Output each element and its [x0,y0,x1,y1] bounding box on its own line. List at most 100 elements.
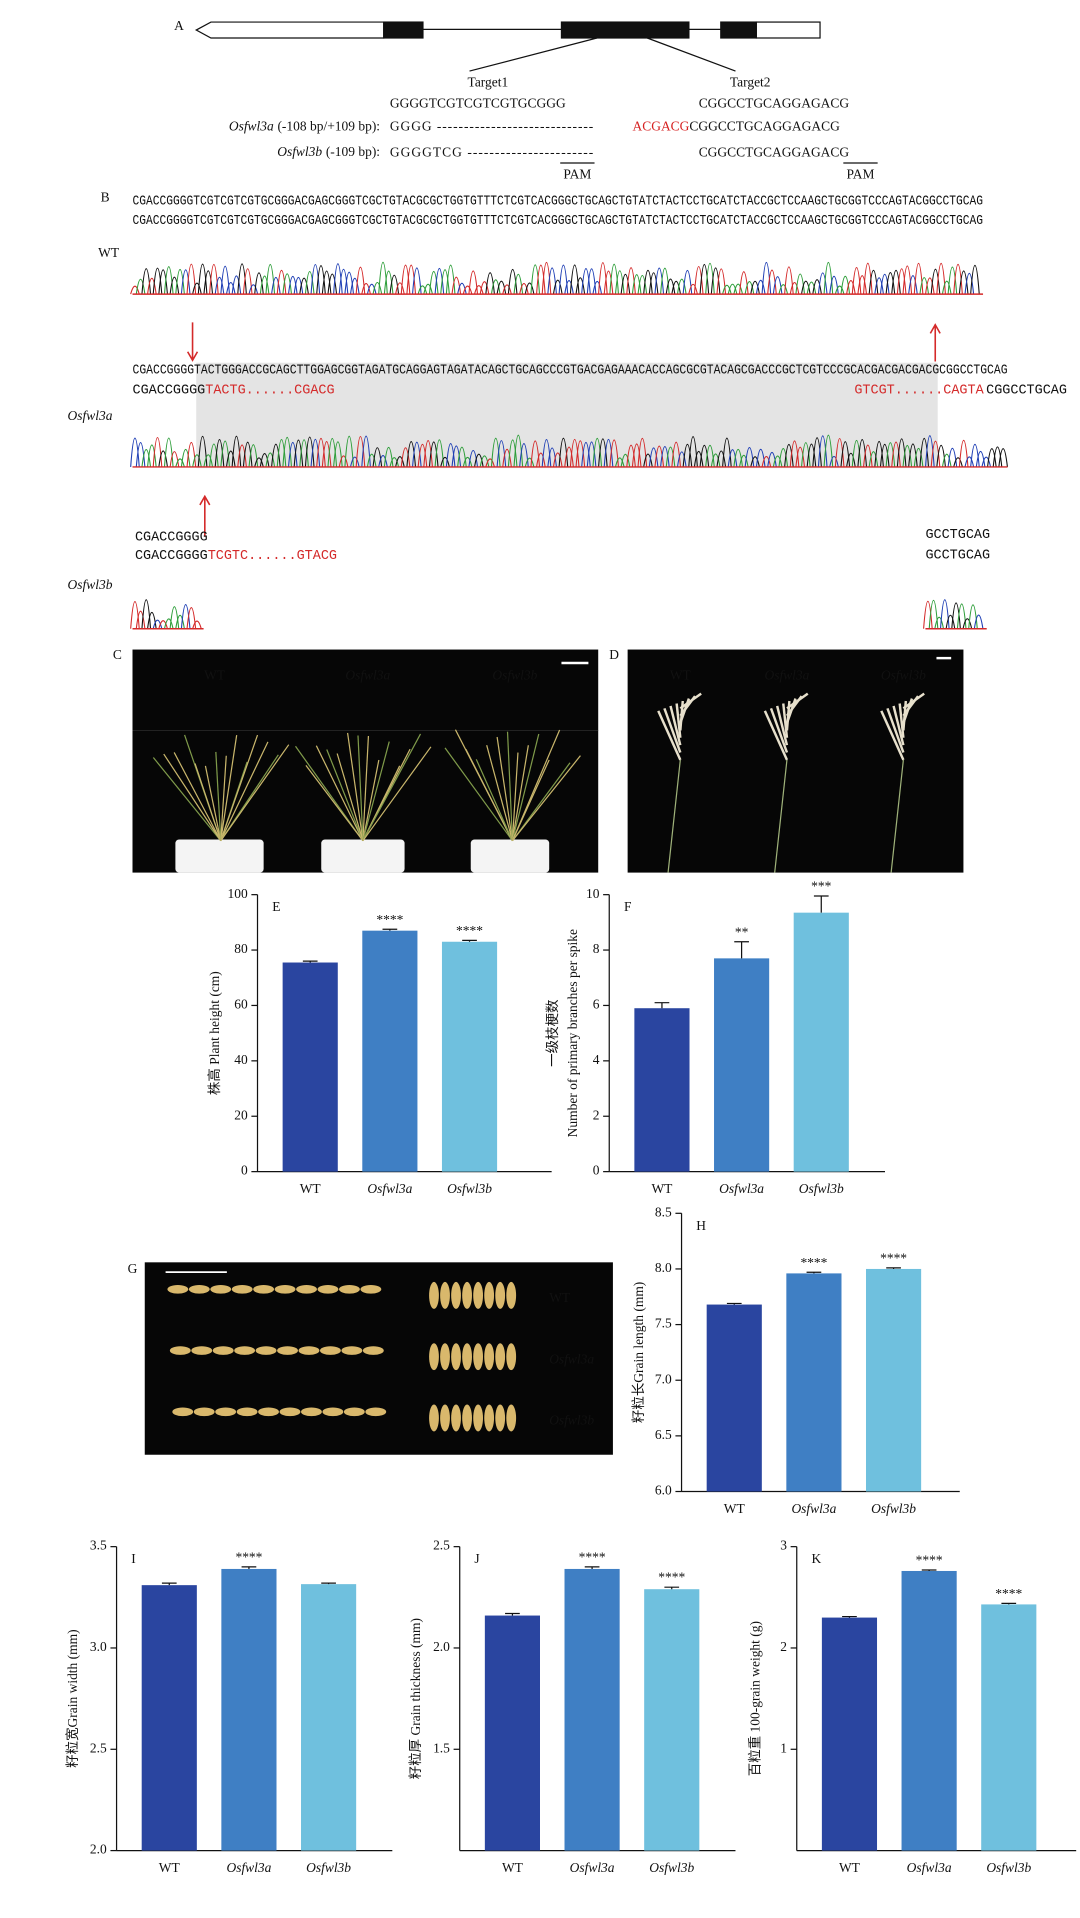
grain [301,1407,322,1417]
trace-peak [141,448,152,468]
label: GGGGTCGTCGTCGTGCGGG [390,95,566,110]
panicle-branch [763,710,789,761]
trace-peak [564,280,574,295]
trace-peak [891,441,901,467]
trace-peak [541,439,552,467]
label-part: CGACCGGGG [135,549,208,564]
error-bar [505,1612,520,1616]
grain [440,1343,450,1371]
trace-peak [682,443,693,467]
trace-peak [908,443,918,467]
chromatogram [130,261,980,295]
grain [215,1407,237,1417]
grain [193,1407,215,1417]
trace-peak [795,446,806,467]
panicle-branch [679,692,702,710]
label-part: Osfwl3a [229,119,274,134]
trace-peak [936,262,946,295]
plant-stem [511,729,561,841]
bar [786,1273,842,1492]
label-part: ACGACG [633,119,690,134]
grain [440,1404,450,1432]
trace-peak [614,457,625,468]
plant-stem [362,735,370,841]
trace-peak [879,273,890,295]
trace-peak [896,268,907,295]
trace-peak [445,264,456,295]
trace-peak [169,606,180,629]
grain [169,1346,191,1355]
bar [793,912,849,1172]
trace-peak [276,439,287,467]
plant-stem [486,745,514,841]
trace-peak [163,437,174,467]
trace-peak [609,439,619,467]
trace-peak [130,437,140,467]
trace-peak [812,279,822,295]
trace-peak [722,284,732,295]
trace-peak [710,267,721,295]
trace-peak [169,451,180,468]
label-part: GTCGT......CAGTA [854,383,984,398]
panel-label: H [696,1218,706,1233]
label-part: TCGTC......GTACG [208,549,337,564]
trace-peak [738,454,749,468]
label: WT [549,1290,570,1305]
trace-peak [237,263,247,295]
trace-peak [552,452,563,468]
trace-peak [755,448,766,468]
trace-peak [169,276,180,295]
trace-peak [197,263,208,295]
trace-peak [395,456,405,468]
grain [172,1407,194,1417]
trace-peak [197,435,208,467]
panicle-branch [786,692,809,710]
trace-peak [812,437,822,467]
trace-peak [519,282,529,295]
chromatogram [923,599,984,629]
plant-stem [315,745,364,842]
error-bar [321,1582,336,1585]
label: D [609,647,619,662]
grain [495,1404,506,1432]
label: CGACCGGGGTACTGGGACCGCAGCTTGGAGCGGTAGATGC… [133,364,1008,379]
label: Osfwl3b (-109 bp): [277,144,380,159]
trace-peak [361,282,371,295]
bar [282,962,338,1172]
trace-peak [271,443,281,467]
trace-peak [964,456,975,468]
x-tick-label: Osfwl3b [799,1181,844,1196]
photo-d [627,649,964,873]
trace-peak [941,453,952,468]
trace-peak [846,280,856,295]
trace-peak [789,281,800,295]
trace-peak [592,280,603,295]
error-bar [462,939,477,942]
trace-peak [620,273,631,295]
y-tick-label: 8.0 [655,1260,672,1275]
panicle-branch [898,703,905,738]
photo-c [132,649,599,873]
trace-peak [631,274,642,295]
trace-peak [282,436,293,467]
bar [221,1568,277,1851]
significance: **** [235,1549,262,1564]
x-tick-label: Osfwl3b [306,1860,351,1875]
panicle-branch [880,710,905,761]
trace-peak [395,282,405,295]
grain [462,1343,472,1371]
y-tick-label: 8 [593,941,600,956]
grain [451,1404,461,1432]
grain [188,1284,210,1294]
trace-peak [879,443,890,467]
trace-peak [321,270,332,295]
label: CGACCGGGGTCGTC......GTACG [135,549,337,564]
grain [274,1284,296,1294]
grain [322,1407,344,1417]
label-part: TACTG......CGACG [205,383,334,398]
trace-peak [163,618,174,629]
trace-peak [502,448,512,468]
label-part: CGACCGGGG [133,383,206,398]
trace-peak [338,455,349,468]
grain [167,1284,189,1294]
